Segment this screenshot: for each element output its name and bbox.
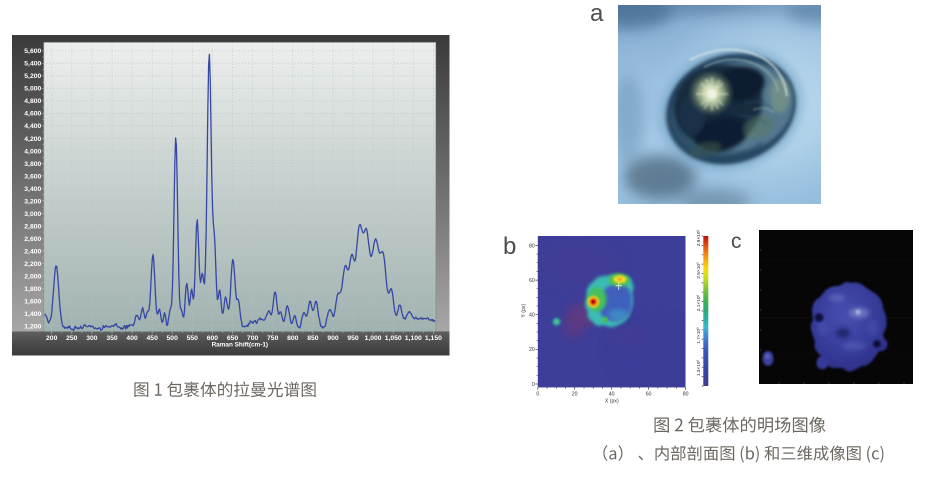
svg-text:0: 0 (536, 392, 539, 398)
svg-text:750: 750 (267, 335, 279, 342)
svg-text:900: 900 (327, 335, 339, 342)
svg-text:3,600: 3,600 (24, 173, 41, 180)
svg-text:2,400: 2,400 (24, 248, 41, 255)
svg-text:1,100: 1,100 (405, 335, 422, 342)
svg-text:1,150: 1,150 (425, 335, 442, 342)
svg-text:4,600: 4,600 (24, 111, 41, 118)
svg-text:20: 20 (572, 392, 578, 398)
svg-text:2.1×106: 2.1×106 (695, 294, 702, 311)
svg-text:450: 450 (147, 335, 159, 342)
svg-text:3,000: 3,000 (24, 211, 41, 218)
svg-text:700: 700 (247, 335, 259, 342)
svg-text:550: 550 (187, 335, 199, 342)
svg-text:Raman Shift(cm-1): Raman Shift(cm-1) (212, 342, 268, 349)
svg-text:60: 60 (646, 392, 652, 398)
svg-text:X (px): X (px) (605, 399, 619, 405)
svg-text:1,400: 1,400 (24, 311, 41, 318)
svg-text:600: 600 (207, 335, 219, 342)
svg-text:500: 500 (167, 335, 179, 342)
svg-text:80: 80 (683, 392, 689, 398)
svg-text:200: 200 (46, 335, 58, 342)
svg-text:5,600: 5,600 (24, 48, 41, 55)
svg-text:4,000: 4,000 (24, 148, 41, 155)
svg-text:350: 350 (106, 335, 118, 342)
svg-text:5,400: 5,400 (24, 61, 41, 68)
svg-text:20: 20 (529, 347, 535, 353)
svg-text:300: 300 (86, 335, 98, 342)
svg-text:800: 800 (287, 335, 299, 342)
svg-text:40: 40 (529, 313, 535, 319)
svg-text:2.9×106: 2.9×106 (695, 230, 702, 246)
svg-text:2,200: 2,200 (24, 261, 41, 268)
svg-text:3,800: 3,800 (24, 161, 41, 168)
svg-text:3,200: 3,200 (24, 198, 41, 205)
svg-text:2.5×106: 2.5×106 (695, 262, 702, 279)
svg-text:0: 0 (532, 382, 535, 388)
svg-text:2,000: 2,000 (24, 273, 41, 280)
svg-text:1.7×106: 1.7×106 (695, 327, 702, 344)
svg-text:4,200: 4,200 (24, 136, 41, 143)
svg-text:1,050: 1,050 (385, 335, 402, 342)
svg-text:4,800: 4,800 (24, 98, 41, 105)
svg-text:2,600: 2,600 (24, 236, 41, 243)
svg-text:1,600: 1,600 (24, 298, 41, 305)
svg-text:60: 60 (529, 278, 535, 284)
svg-text:1,200: 1,200 (24, 323, 41, 330)
svg-text:3,400: 3,400 (24, 186, 41, 193)
svg-text:250: 250 (66, 335, 78, 342)
svg-text:950: 950 (347, 335, 359, 342)
svg-text:40: 40 (609, 392, 615, 398)
svg-text:80: 80 (529, 243, 535, 249)
svg-text:1.3×106: 1.3×106 (695, 359, 702, 376)
svg-text:650: 650 (227, 335, 239, 342)
svg-text:1,800: 1,800 (24, 286, 41, 293)
svg-text:1,000: 1,000 (365, 335, 382, 342)
svg-text:4,400: 4,400 (24, 123, 41, 130)
svg-text:400: 400 (126, 335, 138, 342)
svg-text:5,000: 5,000 (24, 86, 41, 93)
svg-text:Y (px): Y (px) (521, 304, 527, 318)
svg-text:5,200: 5,200 (24, 73, 41, 80)
svg-text:850: 850 (307, 335, 319, 342)
svg-text:2,800: 2,800 (24, 223, 41, 230)
